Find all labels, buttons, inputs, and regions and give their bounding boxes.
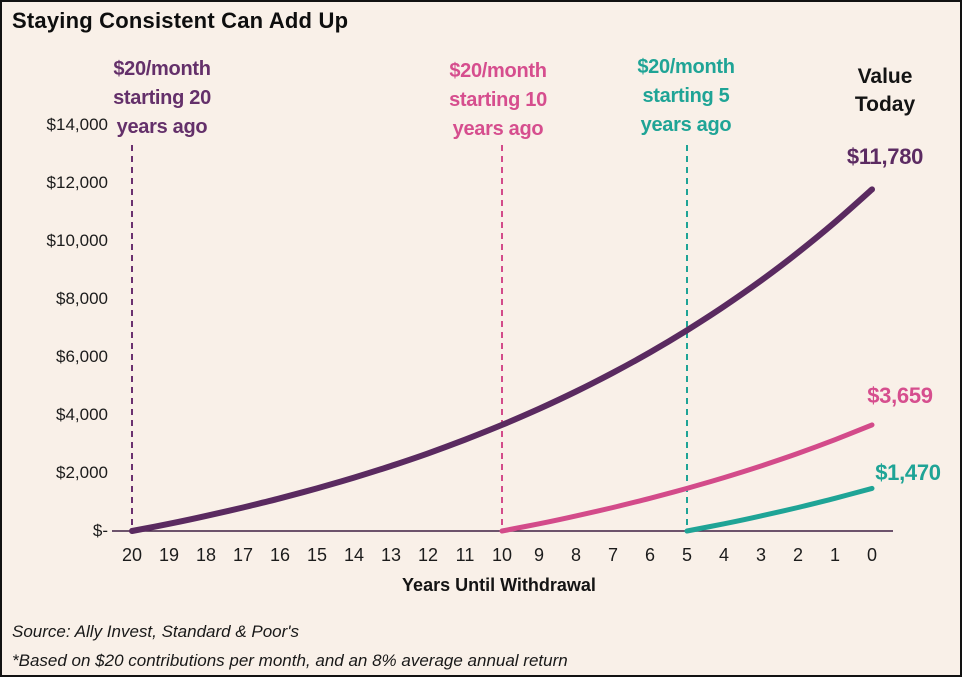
x-axis-label: 4 [718, 545, 729, 565]
x-axis-label: 1 [829, 545, 840, 565]
y-axis-label: $8,000 [56, 289, 108, 308]
annotation-line: years ago [116, 116, 208, 138]
series-line-1 [499, 422, 875, 534]
annotation-line: starting 20 [113, 87, 211, 109]
y-axis-label: $- [92, 521, 108, 540]
x-axis-label: 2 [792, 545, 803, 565]
source-note: Source: Ally Invest, Standard & Poor's [12, 622, 300, 641]
x-axis-label: 9 [533, 545, 544, 565]
y-axis-label: $6,000 [56, 347, 108, 366]
x-axis-label: 0 [866, 545, 877, 565]
x-axis-label: 12 [417, 545, 439, 565]
annotation-starting-5-years: $20/month starting 5 years ago [602, 53, 770, 140]
chart-title: Staying Consistent Can Add Up [12, 8, 349, 33]
annotation-line: years ago [452, 118, 544, 140]
x-axis-label: 5 [681, 545, 692, 565]
x-axis-label: 19 [158, 545, 180, 565]
y-axis-label: $12,000 [46, 173, 108, 192]
end-value-10yr: $3,659 [867, 383, 933, 408]
x-axis-label: 6 [644, 545, 655, 565]
x-axis-label: 15 [306, 545, 328, 565]
annotation-starting-10-years: $20/month starting 10 years ago [414, 57, 582, 144]
end-value-5yr: $1,470 [875, 460, 941, 485]
annotation-line: $20/month [449, 60, 547, 82]
value-today-line: Value [857, 65, 913, 88]
x-axis-label: 16 [269, 545, 291, 565]
x-axis-label: 3 [755, 545, 766, 565]
series-line-2 [684, 485, 875, 534]
series-line-0 [129, 186, 875, 534]
annotation-line: years ago [640, 114, 732, 136]
x-axis-label: 10 [491, 545, 513, 565]
value-today-line: Today [854, 93, 916, 116]
x-axis-title: Years Until Withdrawal [402, 575, 596, 595]
value-today-header: Value Today [820, 63, 950, 119]
end-value-20yr: $11,780 [846, 144, 924, 169]
y-axis-label: $14,000 [46, 115, 108, 134]
annotation-line: $20/month [637, 56, 735, 78]
y-axis-label: $4,000 [56, 405, 108, 424]
x-axis-label: 17 [232, 545, 254, 565]
y-axis-label: $10,000 [46, 231, 108, 250]
x-axis-label: 11 [455, 545, 475, 565]
assumption-note: *Based on $20 contributions per month, a… [12, 651, 568, 670]
x-axis-label: 13 [380, 545, 402, 565]
x-axis-label: 18 [195, 545, 217, 565]
x-axis-label: 8 [570, 545, 581, 565]
annotation-starting-20-years: $20/month starting 20 years ago [78, 55, 246, 142]
x-axis-label: 7 [607, 545, 618, 565]
annotation-line: starting 5 [642, 85, 730, 107]
y-axis-label: $2,000 [56, 463, 108, 482]
annotation-line: starting 10 [449, 89, 547, 111]
x-axis-label: 14 [343, 545, 365, 565]
x-axis-label: 20 [121, 545, 143, 565]
annotation-line: $20/month [113, 58, 211, 80]
